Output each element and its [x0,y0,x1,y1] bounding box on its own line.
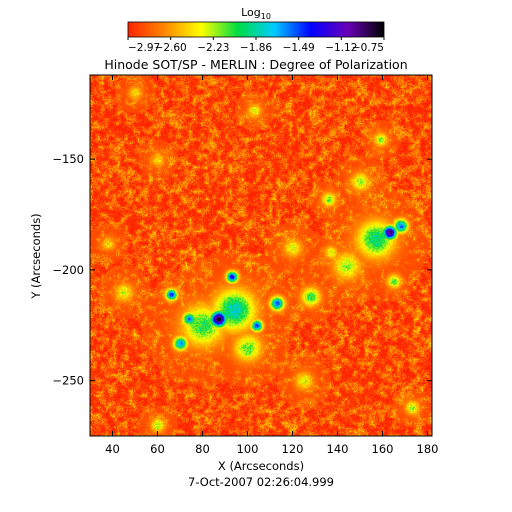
x-tick-label: 120 [282,442,304,456]
y-tick-label: −200 [52,263,84,277]
colorbar: Log10 −2.97−2.60 −2.23 −1.86 −1.49 −1.12−0.7… [127,6,385,54]
y-tick-label: −250 [52,374,84,388]
colorbar-tick-label: −1.86 [240,42,272,54]
x-tick-label: 180 [417,442,439,456]
timestamp: 7-Oct-2007 02:26:04.999 [188,475,334,489]
polarization-heatmap [90,75,432,436]
colorbar-gradient [127,21,385,38]
colorbar-tick-label: −1.12 [325,42,357,54]
x-tick-label: 140 [327,442,349,456]
x-tick-label: 80 [195,442,210,456]
colorbar-tick-label: −2.60 [155,42,187,54]
x-tick-label: 100 [237,442,259,456]
colorbar-label: Log10 [241,6,271,21]
x-tick-label: 60 [150,442,165,456]
x-tick-label: 40 [105,442,120,456]
chart-title: Hinode SOT/SP - MERLIN : Degree of Polar… [104,57,407,72]
x-axis-label: X (Arcseconds) [218,459,304,473]
colorbar-tick-label: −0.75 [352,42,384,54]
colorbar-tick-label: −2.97 [128,42,160,54]
x-tick-label: 160 [372,442,394,456]
y-axis-label: Y (Arcseconds) [29,213,43,299]
y-tick-label: −150 [52,152,84,166]
colorbar-tick-label: −1.49 [283,42,315,54]
plot-frame [89,74,433,437]
colorbar-tick-label: −2.23 [197,42,229,54]
